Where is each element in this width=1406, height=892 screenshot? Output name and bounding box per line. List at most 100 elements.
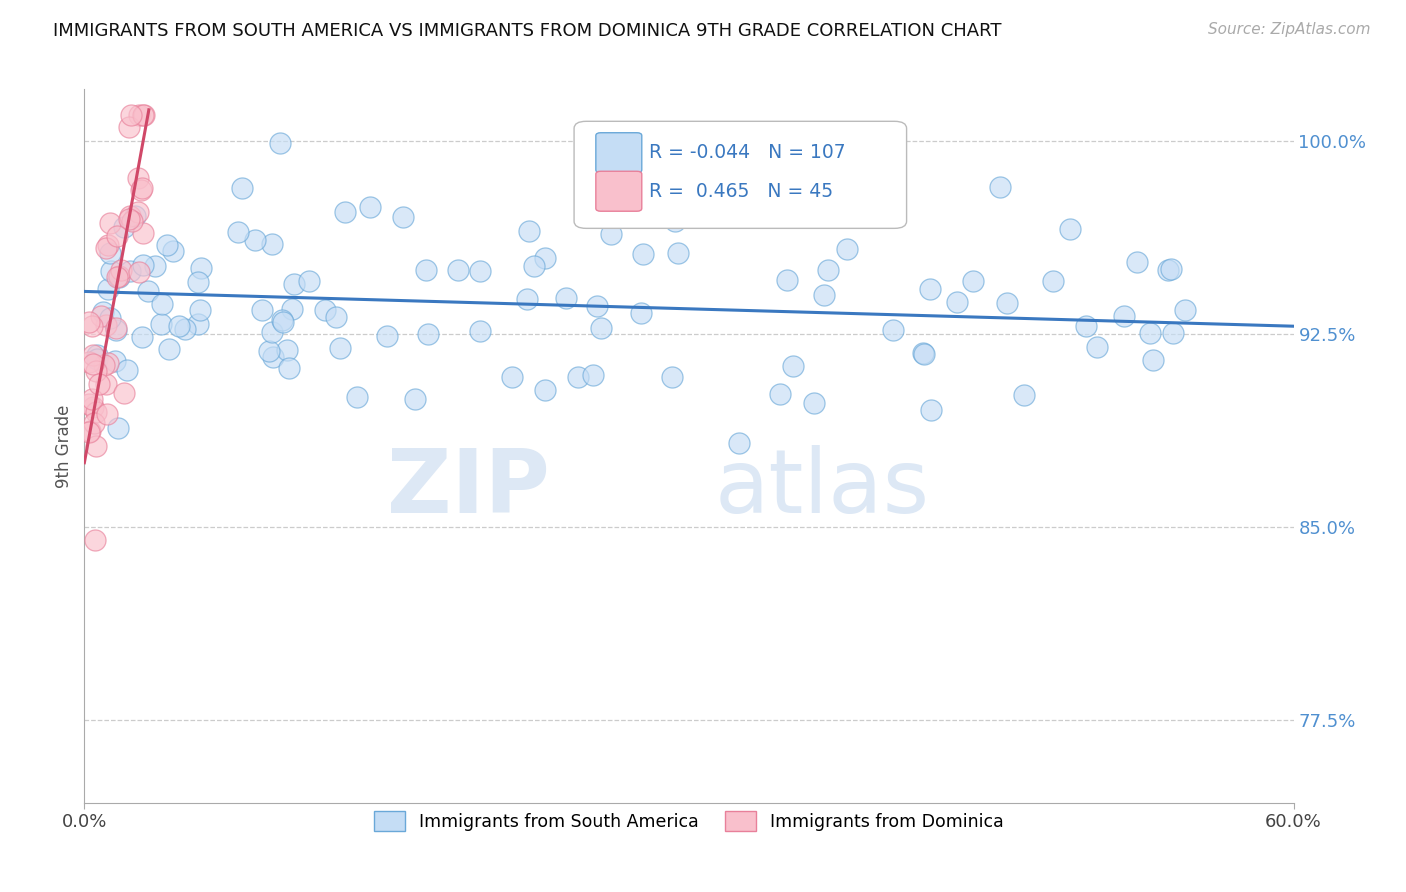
Point [150,297,173,311]
Point [534,251,557,265]
Point [231,181,253,195]
Point [91,304,114,318]
Point [136,284,159,298]
Point [131,330,153,344]
Point [447,262,470,277]
Point [150,317,173,331]
Point [252,302,274,317]
Point [84,364,107,378]
Point [270,312,292,326]
Point [533,384,555,398]
Point [468,264,491,278]
Point [80,392,103,406]
Point [262,325,284,339]
Point [93,358,115,372]
Point [128,265,150,279]
Point [96,356,118,370]
Point [262,350,284,364]
Point [162,244,184,259]
Point [90,310,112,324]
Point [664,214,686,228]
Point [1012,388,1035,402]
Point [145,259,167,273]
Point [245,233,267,247]
Point [1126,255,1149,269]
Point [108,268,131,283]
Point [1174,302,1197,317]
Point [128,108,150,122]
Point [98,311,121,326]
Point [118,212,141,227]
Point [1142,353,1164,368]
Point [375,329,398,343]
Point [782,359,804,373]
Point [259,344,281,359]
Point [174,322,197,336]
Point [87,377,110,392]
Point [391,211,413,225]
Point [82,401,104,415]
Point [567,370,589,384]
Point [104,354,127,368]
Point [79,397,101,411]
Point [84,533,107,548]
Point [1042,274,1064,288]
Point [277,361,299,376]
Point [105,228,128,243]
Point [190,260,212,275]
Text: Source: ZipAtlas.com: Source: ZipAtlas.com [1208,22,1371,37]
Point [97,281,120,295]
Point [404,392,426,406]
Point [84,439,107,453]
Text: R = -0.044   N = 107: R = -0.044 N = 107 [650,144,845,162]
Point [920,403,942,417]
Point [112,220,135,235]
Point [131,181,153,195]
Point [86,351,108,366]
Point [1085,340,1108,354]
Text: R =  0.465   N = 45: R = 0.465 N = 45 [650,182,834,201]
Point [912,347,935,361]
Point [107,421,129,435]
Point [325,310,347,324]
Point [912,346,935,360]
Point [188,302,211,317]
Point [1139,326,1161,340]
Text: ZIP: ZIP [387,445,550,533]
Point [728,436,751,450]
Point [631,246,654,260]
Point [127,170,149,185]
Point [132,226,155,240]
Point [132,108,155,122]
Point [98,245,121,260]
Point [94,241,117,255]
Point [105,321,128,335]
Point [82,348,104,362]
Point [127,205,149,219]
Point [314,302,336,317]
Point [298,274,321,288]
Point [1157,263,1180,277]
Point [359,200,381,214]
Point [591,320,613,334]
Point [1059,221,1081,235]
Point [105,323,128,337]
Point [1160,261,1182,276]
Point [416,327,439,342]
Point [666,246,689,260]
Point [776,273,799,287]
Point [86,347,108,361]
Point [918,282,941,296]
Point [77,425,100,439]
Point [94,377,117,392]
Point [817,262,839,277]
FancyBboxPatch shape [574,121,907,228]
Point [599,227,621,241]
Point [167,319,190,334]
Point [187,317,209,331]
Point [269,136,291,151]
FancyBboxPatch shape [596,171,641,211]
Point [988,179,1011,194]
Point [118,120,141,134]
Point [112,385,135,400]
